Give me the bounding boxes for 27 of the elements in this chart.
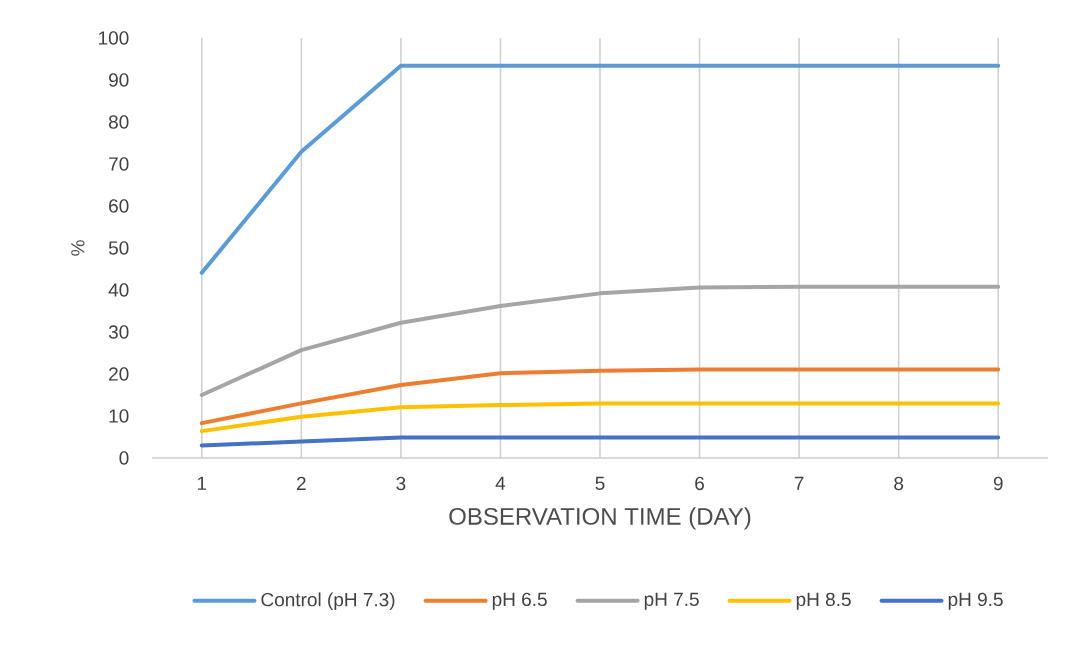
legend-label: pH 6.5	[492, 592, 547, 610]
y-tick-label: 80	[108, 115, 129, 129]
y-tick-label: 10	[109, 409, 129, 423]
x-tick-label: 8	[894, 476, 904, 491]
y-tick-label: 40	[108, 283, 129, 297]
legend-label: pH 7.5	[644, 592, 699, 610]
x-tick-label: 6	[695, 476, 704, 491]
y-tick-label: 50	[108, 241, 129, 255]
legend-label: pH 9.5	[948, 592, 1003, 610]
y-tick-label: 30	[108, 325, 129, 339]
x-tick-label: 9	[993, 476, 1003, 491]
y-tick-label: 100	[99, 31, 129, 45]
x-tick-label: 4	[495, 476, 506, 490]
y-tick-label: 0	[119, 451, 129, 465]
y-axis-title: %	[71, 240, 85, 256]
x-tick-label: 3	[396, 476, 406, 491]
y-tick-label: 20	[109, 367, 129, 381]
x-tick-label: 2	[296, 476, 306, 490]
x-tick-label: 5	[595, 476, 605, 490]
y-tick-label: 70	[109, 157, 129, 171]
x-tick-label: 1	[197, 476, 207, 490]
x-tick-label: 7	[794, 476, 804, 490]
legend-label: pH 8.5	[796, 592, 851, 610]
legend-label: Control (pH 7.3)	[261, 592, 395, 611]
y-tick-label: 90	[109, 73, 129, 87]
y-tick-label: 60	[109, 199, 129, 213]
x-axis-title: OBSERVATION TIME (DAY)	[449, 507, 751, 530]
